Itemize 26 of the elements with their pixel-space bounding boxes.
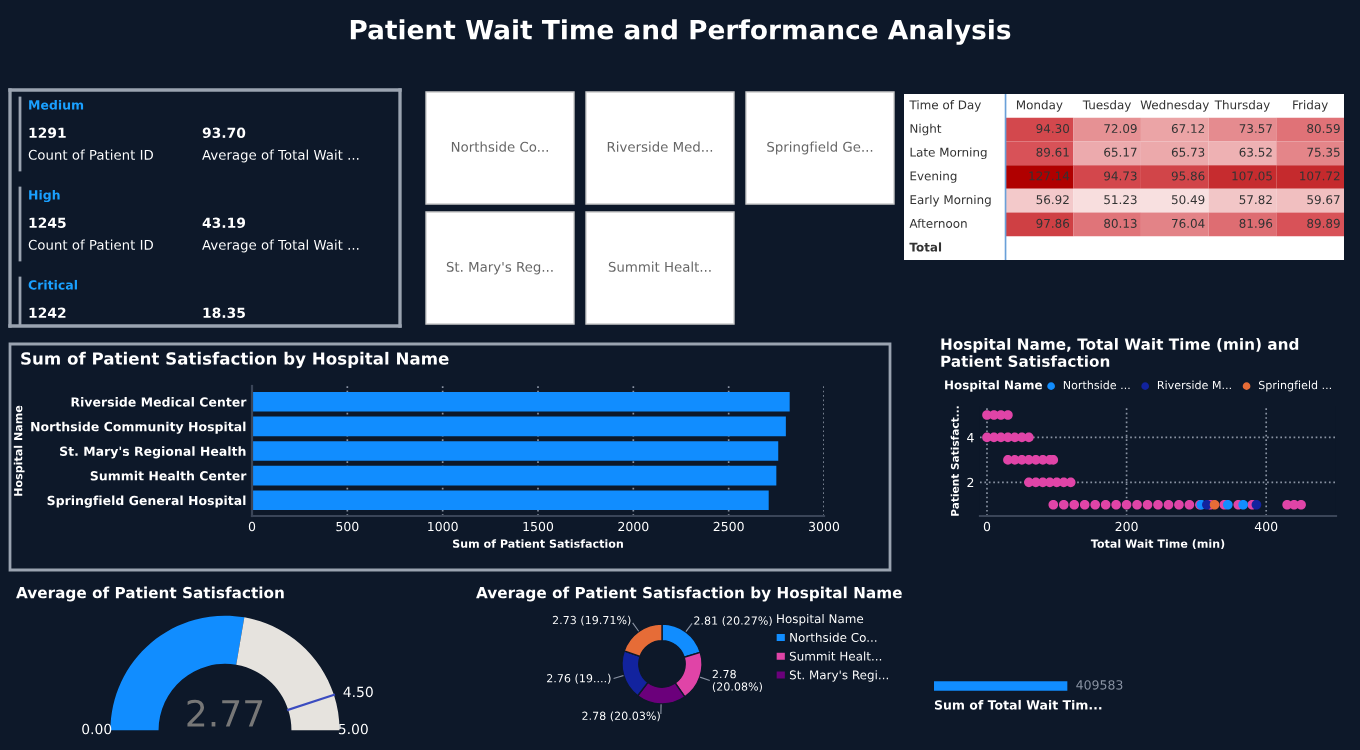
point [1142,499,1153,510]
point [1132,499,1142,510]
point [1296,499,1306,510]
bar [252,465,777,486]
bar [252,391,790,412]
point [1024,432,1034,443]
point [1003,410,1013,420]
point [1090,499,1100,510]
point [1111,499,1121,510]
point [1048,499,1059,510]
text: Patient Wait Time and Performance Analysis [350,19,1011,45]
point [1184,499,1195,510]
bar [252,416,786,437]
point [1174,499,1184,510]
bar [252,441,779,461]
bar [252,490,769,511]
point [1058,499,1069,510]
point [1238,499,1248,510]
point [1121,499,1132,510]
text: 2.77 [187,699,263,727]
point [1069,499,1080,510]
point [1153,499,1163,510]
chart-title: Sum of Patient Satisfaction by Hospital Name [21,351,449,369]
point [1079,499,1090,510]
point [1163,499,1174,510]
point [1100,499,1111,510]
